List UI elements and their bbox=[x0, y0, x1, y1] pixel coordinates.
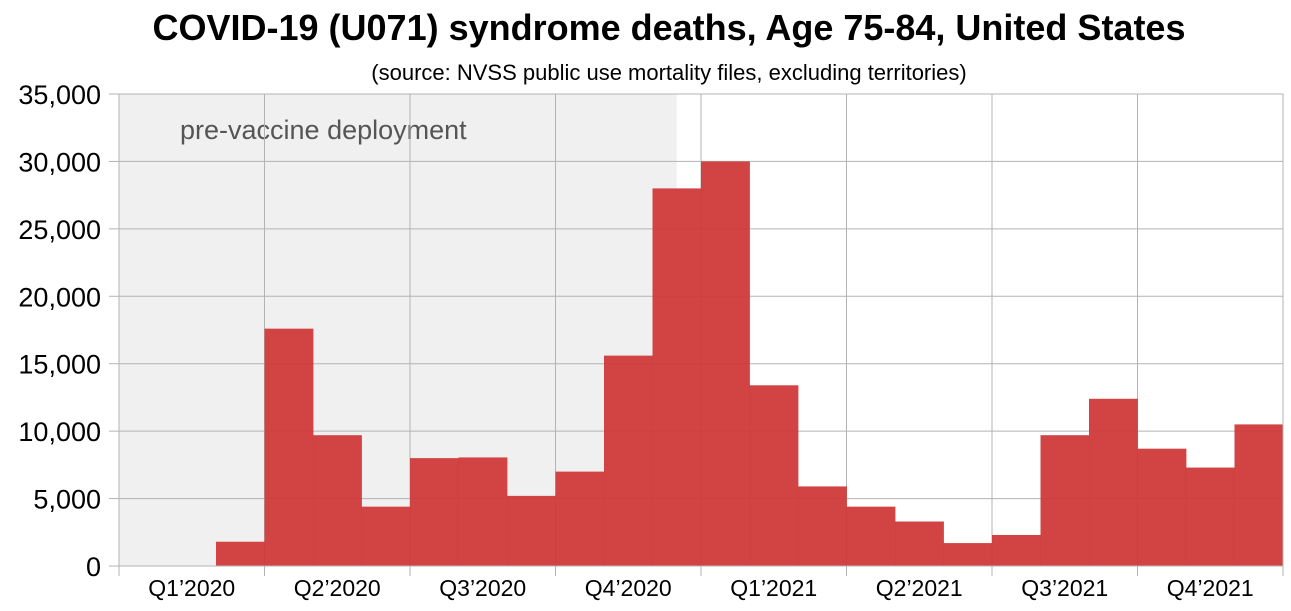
bar bbox=[701, 161, 750, 566]
bar bbox=[943, 543, 993, 566]
y-axis-ticks: 0 5,000 10,000 15,000 20,000 25,000 30,000 35,0… bbox=[18, 80, 119, 582]
bar bbox=[749, 385, 799, 566]
bars bbox=[216, 161, 1284, 566]
bar bbox=[458, 457, 508, 566]
bar bbox=[361, 506, 411, 566]
x-tick-label: Q4’2021 bbox=[1167, 575, 1254, 601]
x-tick-label: Q1’2020 bbox=[148, 575, 235, 601]
y-tick-label: 10,000 bbox=[18, 417, 101, 447]
bar bbox=[1089, 398, 1138, 566]
bar bbox=[410, 458, 459, 566]
bar bbox=[604, 355, 653, 566]
bar bbox=[264, 328, 314, 566]
bar bbox=[1234, 424, 1284, 566]
bar bbox=[895, 521, 944, 566]
bar bbox=[555, 471, 605, 566]
bar bbox=[652, 188, 702, 566]
x-tick-label: Q3’2020 bbox=[439, 575, 526, 601]
x-tick-label: Q2’2020 bbox=[294, 575, 381, 601]
bar bbox=[216, 541, 265, 566]
y-tick-label: 20,000 bbox=[18, 282, 101, 312]
bar bbox=[1137, 448, 1187, 566]
chart-subtitle: (source: NVSS public use mortality files… bbox=[371, 60, 966, 85]
x-tick-label: Q4’2020 bbox=[585, 575, 672, 601]
x-axis-ticks: Q1’2020 Q2’2020 Q3’2020 Q4’2020 Q1’2021 Q2’20… bbox=[118, 566, 1284, 601]
chart-title: COVID-19 (U071) syndrome deaths, Age 75-… bbox=[153, 7, 1186, 48]
y-tick-label: 5,000 bbox=[33, 485, 101, 515]
x-tick-label: Q1’2021 bbox=[730, 575, 817, 601]
bar bbox=[1040, 435, 1090, 566]
x-tick-label: Q3’2021 bbox=[1021, 575, 1108, 601]
bar bbox=[1186, 467, 1235, 566]
y-tick-label: 35,000 bbox=[18, 80, 101, 110]
x-tick-label: Q2’2021 bbox=[876, 575, 963, 601]
plot-frame bbox=[118, 93, 1284, 567]
pre-vaccine-annotation: pre-vaccine deployment bbox=[180, 115, 467, 145]
y-tick-label: 15,000 bbox=[18, 350, 101, 380]
bar bbox=[846, 506, 896, 566]
y-tick-label: 0 bbox=[86, 552, 101, 582]
y-tick-label: 30,000 bbox=[18, 147, 101, 177]
bar bbox=[798, 486, 847, 566]
y-tick-label: 25,000 bbox=[18, 215, 101, 245]
bar bbox=[313, 435, 362, 566]
bar bbox=[992, 534, 1041, 566]
bar bbox=[507, 495, 556, 566]
